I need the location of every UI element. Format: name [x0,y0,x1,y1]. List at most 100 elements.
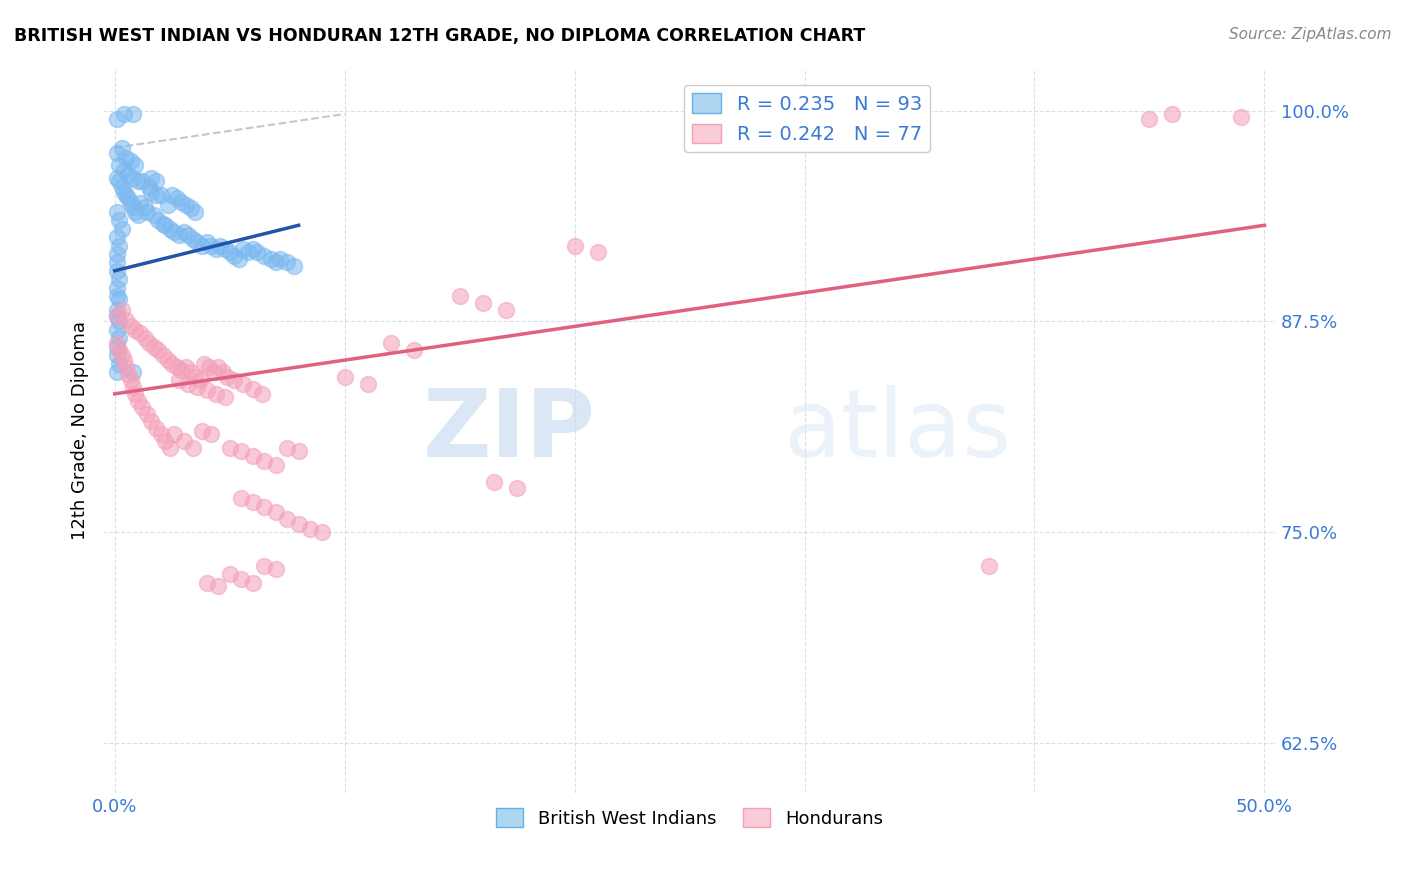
Point [204,387,226,401]
Point [105,264,128,278]
Point [229,491,252,506]
Point [145,188,167,202]
Point [117,168,139,182]
Point [156,198,179,212]
Point [108,238,131,252]
Point [135,204,157,219]
Point [122,107,145,121]
Point [120,196,142,211]
Text: BRITISH WEST INDIAN VS HONDURAN 12TH GRADE, NO DIPLOMA CORRELATION CHART: BRITISH WEST INDIAN VS HONDURAN 12TH GRA… [14,27,865,45]
Point [108,272,131,286]
Point [152,217,174,231]
Point [170,194,193,209]
Point [181,232,204,246]
Point [115,312,138,326]
Point [127,174,149,188]
Point [218,245,240,260]
Point [105,302,128,317]
Point [200,238,222,252]
Point [108,293,131,307]
Point [117,367,139,381]
Point [170,363,193,377]
Point [224,373,246,387]
Point [105,171,128,186]
Point [449,289,471,303]
Point [122,200,145,214]
Point [110,179,132,194]
Point [217,370,239,384]
Point [110,141,132,155]
Point [564,238,586,252]
Point [181,441,204,455]
Point [276,255,298,269]
Point [110,302,132,317]
Point [159,441,181,455]
Point [135,407,157,421]
Point [242,494,264,508]
Point [108,158,131,172]
Point [1139,112,1161,127]
Point [110,221,132,235]
Point [264,505,287,519]
Point [211,365,233,379]
Point [228,252,250,266]
Point [145,174,167,188]
Point [471,295,494,310]
Point [193,357,215,371]
Point [141,171,163,186]
Point [242,382,264,396]
Point [839,115,862,129]
Point [174,198,197,212]
Point [177,228,200,243]
Point [124,204,146,219]
Point [242,242,264,256]
Point [167,228,190,243]
Point [160,188,183,202]
Point [131,401,153,415]
Point [141,185,163,199]
Point [105,112,128,127]
Point [163,427,186,442]
Point [287,444,309,458]
Point [167,373,190,387]
Point [105,336,128,351]
Point [105,348,128,362]
Point [105,230,128,244]
Point [793,112,815,127]
Point [124,323,146,337]
Point [120,373,142,387]
Point [122,380,145,394]
Point [127,208,149,222]
Point [977,558,1000,573]
Point [149,188,172,202]
Point [149,427,172,442]
Point [105,145,128,160]
Point [269,252,291,266]
Point [105,365,128,379]
Point [191,424,214,438]
Point [108,357,131,371]
Point [110,348,132,362]
Point [253,249,276,263]
Point [145,420,167,434]
Point [204,242,226,256]
Point [105,310,128,324]
Point [311,524,333,539]
Point [482,475,505,489]
Point [115,188,138,202]
Point [108,213,131,227]
Point [138,336,160,351]
Point [108,174,131,188]
Point [253,454,276,468]
Point [184,370,207,384]
Point [224,249,246,263]
Point [173,434,195,448]
Point [236,245,259,260]
Point [264,255,287,269]
Point [174,359,197,374]
Point [148,343,170,357]
Text: ZIP: ZIP [423,385,596,477]
Point [356,376,378,391]
Point [115,151,138,165]
Point [115,359,138,374]
